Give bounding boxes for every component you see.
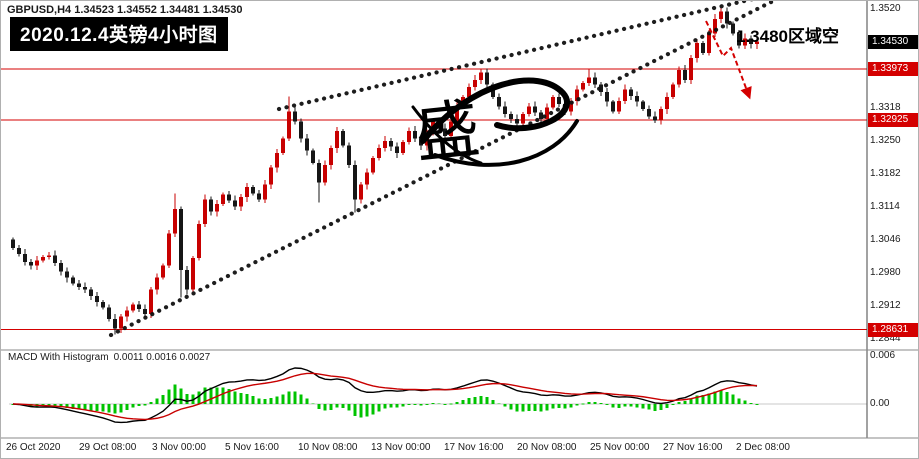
macd-histogram	[11, 384, 759, 418]
watermark-signature: 盛	[411, 77, 579, 173]
dotted-trendline[interactable]	[276, 1, 796, 112]
macd-indicator-label: MACD With Histogram 0.0011 0.0016 0.0027	[8, 352, 210, 363]
macd-values: 0.0011 0.0016 0.0027	[113, 352, 211, 363]
macd-line	[12, 367, 758, 424]
candles	[11, 7, 759, 335]
horizontal-level-lines	[1, 68, 867, 331]
projection-arrow[interactable]	[705, 20, 752, 100]
title-plate[interactable]: 2020.12.4英镑4小时图	[10, 17, 228, 51]
short-zone-label[interactable]: 1.3480区域空	[736, 27, 839, 46]
macd-name: MACD With Histogram	[8, 352, 109, 363]
symbol-ohlc-info: GBPUSD,H4 1.34523 1.34552 1.34481 1.3453…	[7, 4, 243, 16]
macd-signal-line	[12, 372, 758, 421]
